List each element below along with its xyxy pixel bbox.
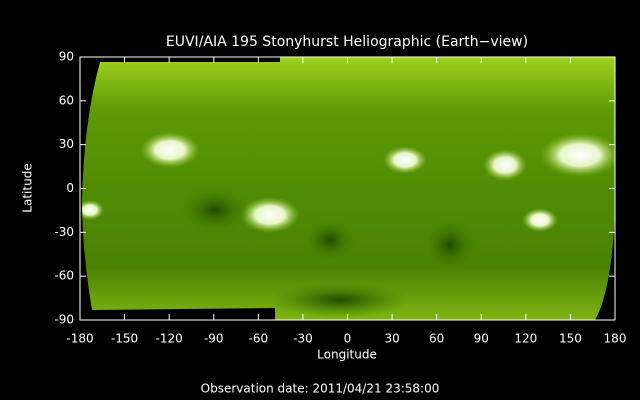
x-tick-label: -180 bbox=[66, 332, 93, 346]
x-tick-label: 0 bbox=[344, 332, 352, 346]
x-tick-label: -150 bbox=[111, 332, 138, 346]
y-tick-label: 30 bbox=[59, 137, 74, 151]
x-tick-label: 180 bbox=[604, 332, 627, 346]
y-tick-label: 90 bbox=[59, 50, 74, 64]
y-tick-label: 0 bbox=[66, 181, 74, 195]
x-tick-label: 30 bbox=[384, 332, 399, 346]
map-image bbox=[82, 57, 615, 320]
y-tick-label: -30 bbox=[54, 225, 74, 239]
y-tick-label: 60 bbox=[59, 93, 74, 107]
x-axis-label: Longitude bbox=[317, 348, 377, 362]
x-tick-label: 150 bbox=[559, 332, 582, 346]
y-tick-label: -90 bbox=[54, 313, 74, 327]
x-tick-label: 120 bbox=[514, 332, 537, 346]
x-tick-label: 60 bbox=[429, 332, 444, 346]
x-tick-label: 90 bbox=[474, 332, 489, 346]
footnote: Observation date: 2011/04/21 23:58:00 bbox=[201, 382, 440, 396]
x-tick-label: -120 bbox=[156, 332, 183, 346]
x-tick-label: -60 bbox=[249, 332, 269, 346]
x-tick-label: -30 bbox=[293, 332, 313, 346]
x-tick-label: -90 bbox=[204, 332, 224, 346]
y-axis-label: Latitude bbox=[21, 163, 35, 212]
y-tick-label: -60 bbox=[54, 269, 74, 283]
chart-title: EUVI/AIA 195 Stonyhurst Heliographic (Ea… bbox=[166, 34, 528, 50]
